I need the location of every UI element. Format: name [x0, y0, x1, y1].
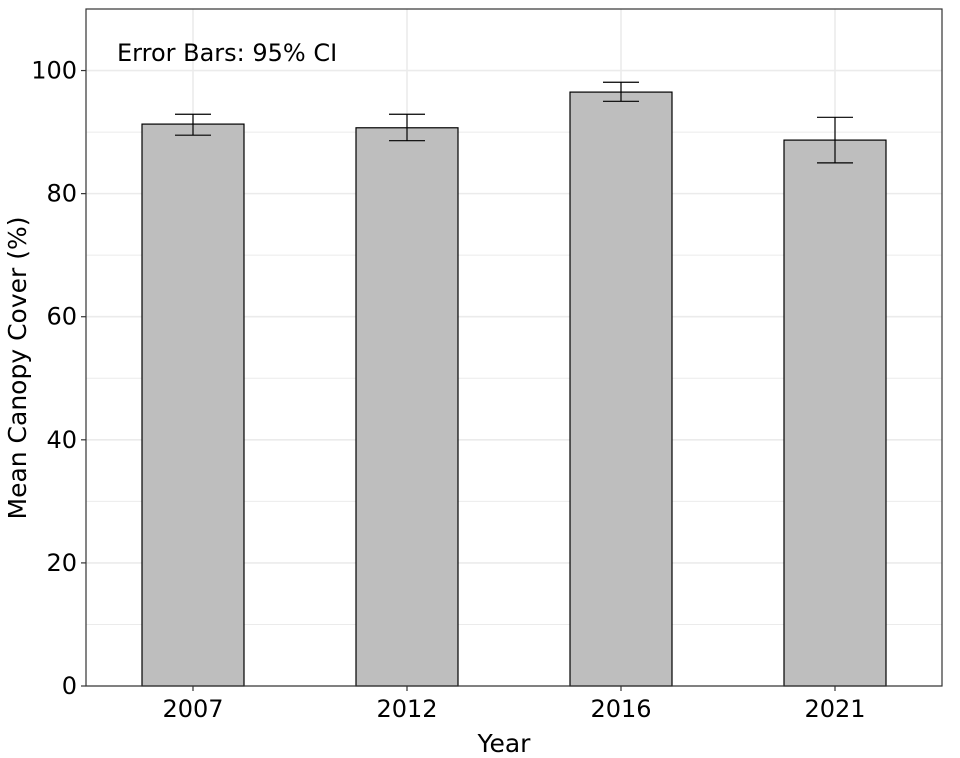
x-axis: 2007 2012 2016 2021	[162, 686, 866, 723]
bars	[141, 91, 887, 687]
bar-2016	[569, 91, 673, 687]
y-tick-label: 0	[62, 672, 77, 700]
y-tick-label: 100	[31, 57, 77, 85]
bar-2021	[783, 139, 887, 687]
x-tick-label: 2021	[804, 695, 865, 723]
x-tick-label: 2012	[376, 695, 437, 723]
error-bar-2016	[603, 81, 639, 102]
error-bar-2021	[817, 116, 853, 164]
x-axis-title: Year	[477, 729, 532, 758]
plot-panel-border	[85, 8, 943, 687]
x-tick-label: 2007	[162, 695, 223, 723]
error-bar-2007	[175, 113, 211, 136]
y-tick-label: 80	[46, 180, 77, 208]
y-axis-title: Mean Canopy Cover (%)	[3, 216, 32, 519]
bar-2012	[355, 127, 459, 687]
error-bar-2012	[389, 113, 425, 142]
error-bars	[175, 81, 853, 164]
x-tick-label: 2016	[590, 695, 651, 723]
y-tick-label: 20	[46, 549, 77, 577]
y-tick-label: 40	[46, 426, 77, 454]
error-bar-annotation: Error Bars: 95% CI	[117, 39, 337, 67]
y-axis: 0 20 40 60 80 100	[31, 57, 86, 700]
bar-2007	[141, 123, 245, 687]
y-tick-label: 60	[46, 303, 77, 331]
